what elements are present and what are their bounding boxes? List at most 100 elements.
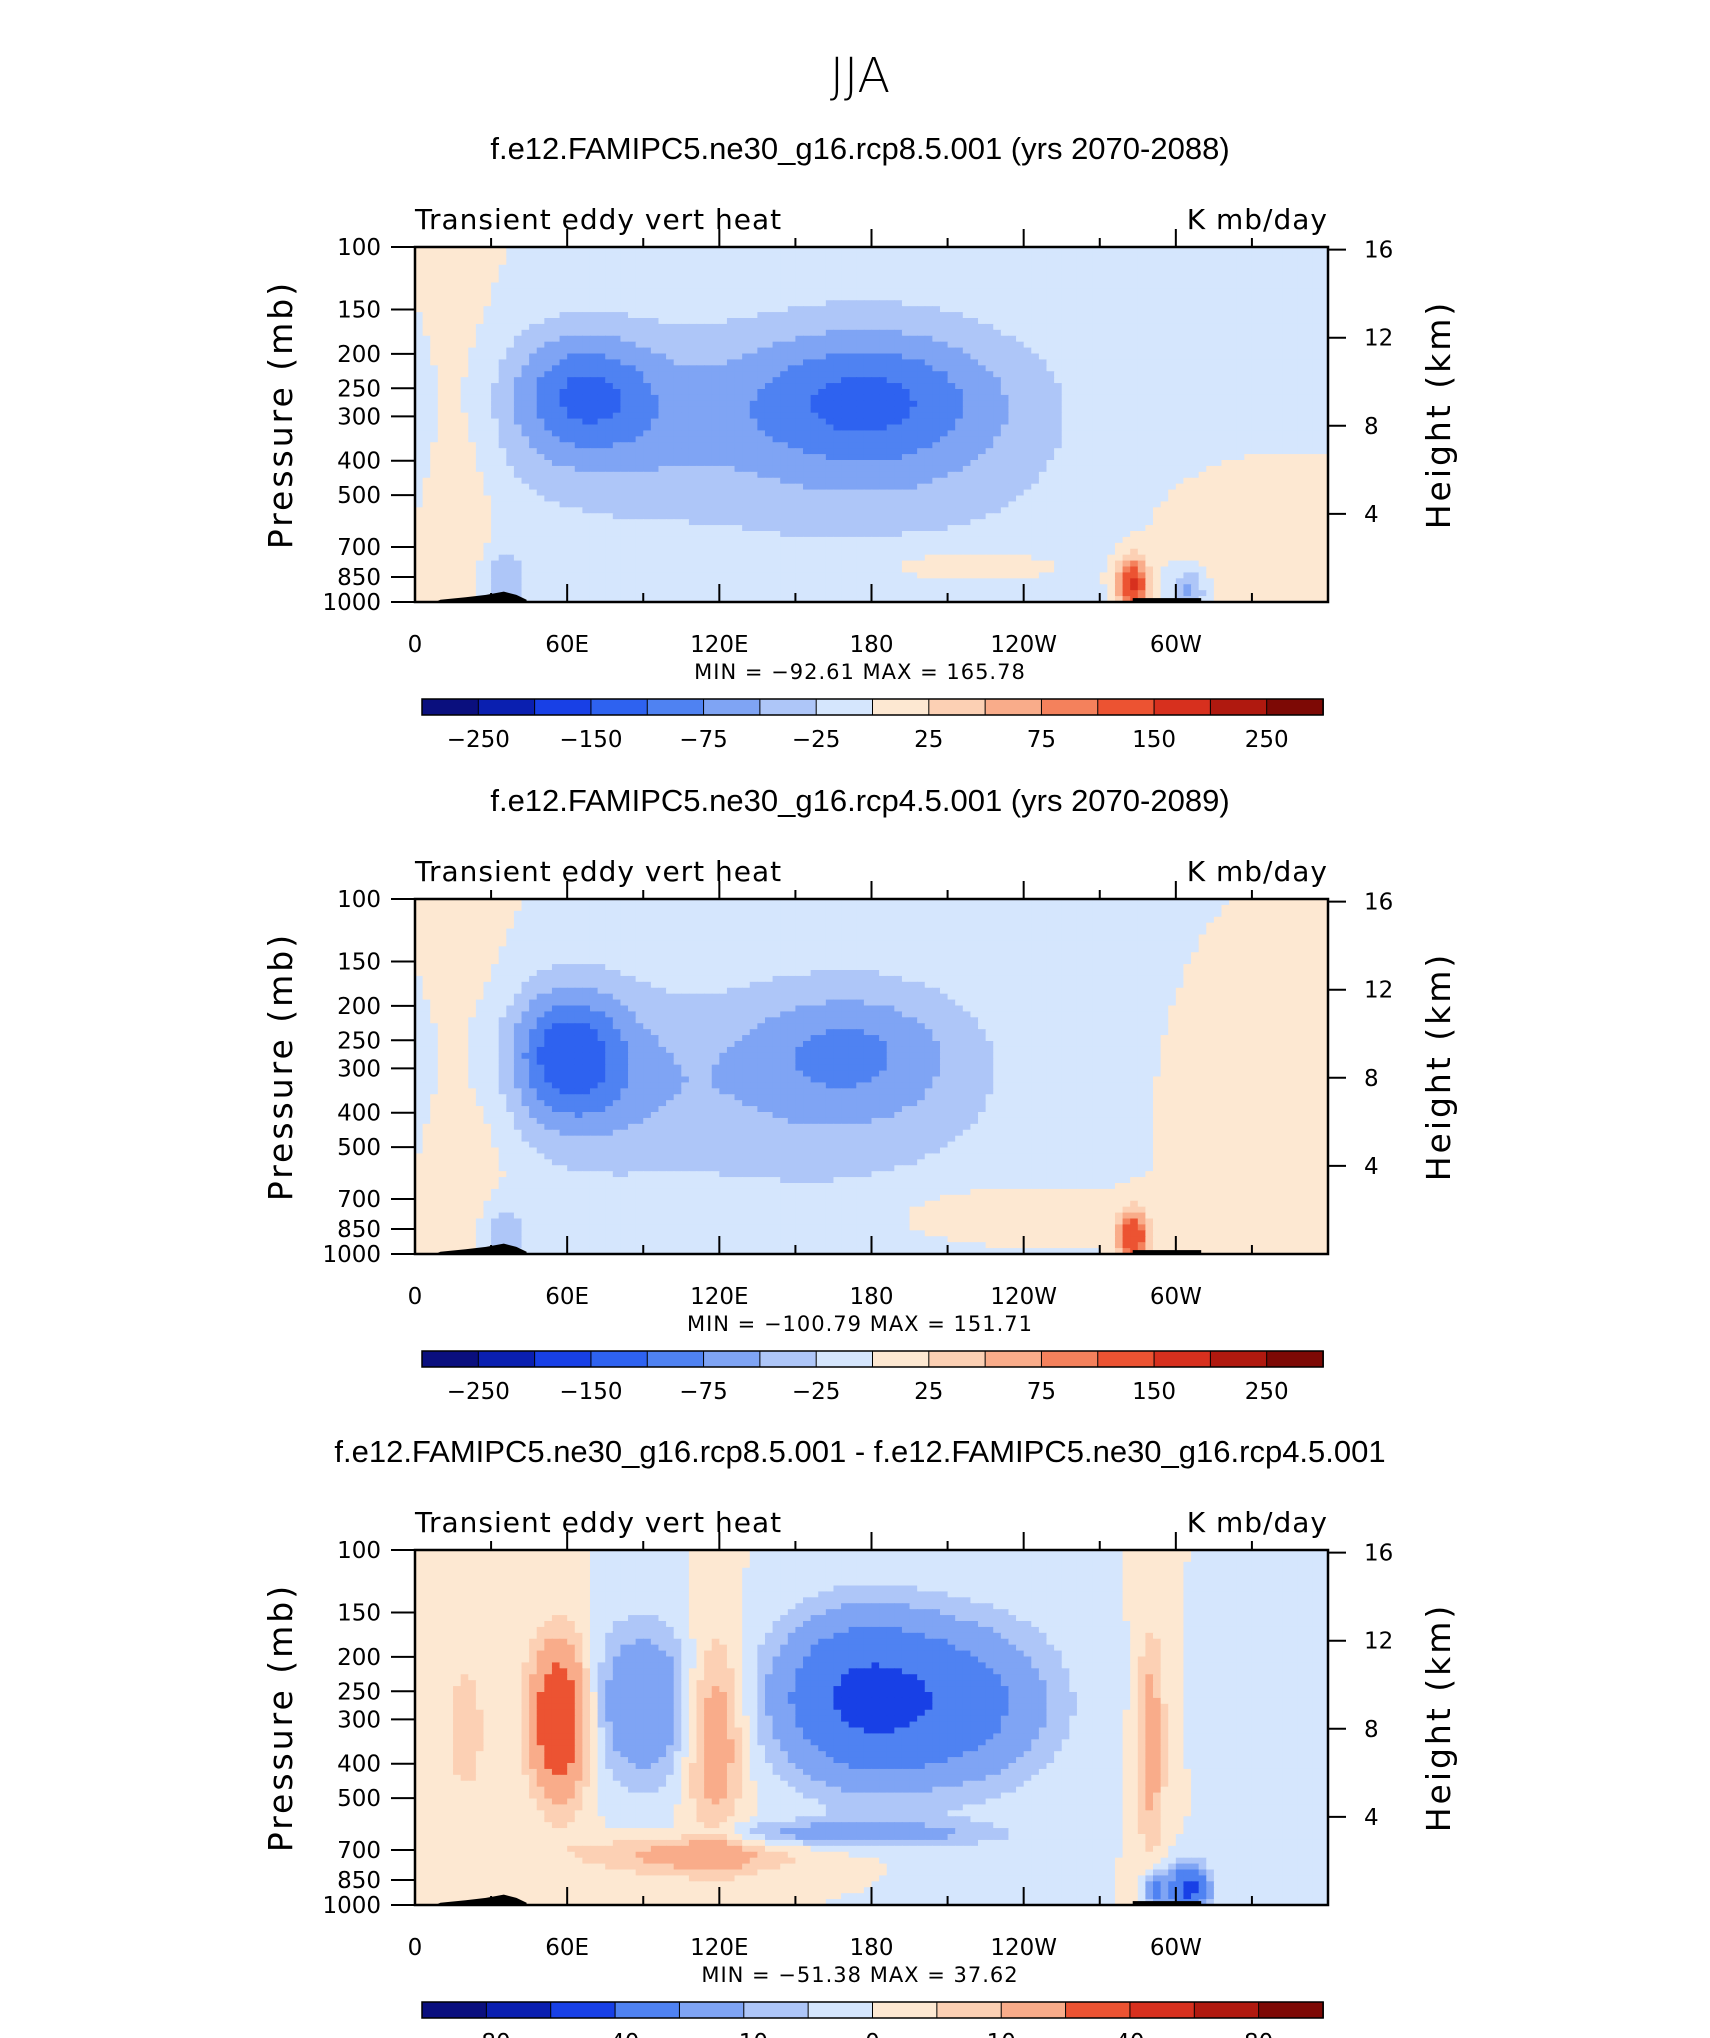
contour-cell: [1260, 371, 1268, 378]
contour-cell: [1206, 318, 1214, 325]
contour-cell: [1267, 383, 1275, 390]
contour-cell: [735, 419, 743, 426]
contour-cell: [658, 484, 666, 491]
contour-cell: [1062, 277, 1070, 284]
contour-cell: [856, 436, 864, 443]
contour-cell: [613, 265, 621, 272]
contour-cell: [1107, 354, 1115, 361]
contour-cell: [765, 324, 773, 331]
contour-cell: [430, 407, 438, 414]
contour-cell: [932, 460, 940, 467]
contour-cell: [491, 448, 499, 455]
contour-cell: [719, 294, 727, 301]
contour-cell: [1130, 383, 1138, 390]
contour-cell: [1054, 277, 1062, 284]
contour-cell: [1298, 460, 1306, 467]
contour-cell: [811, 413, 819, 420]
contour-cell: [445, 306, 453, 313]
contour-cell: [1062, 253, 1070, 260]
contour-cell: [1138, 454, 1146, 461]
contour-cell: [483, 460, 491, 467]
contour-cell: [993, 478, 1001, 485]
contour-cell: [1298, 294, 1306, 301]
contour-cell: [476, 478, 484, 485]
contour-cell: [658, 448, 666, 455]
contour-cell: [689, 342, 697, 349]
contour-cell: [491, 478, 499, 485]
contour-cell: [1252, 478, 1260, 485]
contour-cell: [681, 407, 689, 414]
contour-cell: [445, 466, 453, 473]
contour-cell: [811, 401, 819, 408]
contour-cell: [643, 425, 651, 432]
contour-cell: [1039, 288, 1047, 295]
contour-cell: [651, 342, 659, 349]
contour-cell: [818, 283, 826, 290]
contour-cell: [529, 265, 537, 272]
contour-cell: [970, 395, 978, 402]
contour-cell: [1168, 300, 1176, 307]
contour-cell: [955, 478, 963, 485]
contour-cell: [483, 466, 491, 473]
contour-cell: [491, 324, 499, 331]
contour-cell: [689, 472, 697, 479]
contour-cell: [856, 294, 864, 301]
contour-cell: [620, 448, 628, 455]
contour-cell: [1008, 484, 1016, 491]
contour-cell: [932, 442, 940, 449]
contour-cell: [423, 371, 431, 378]
contour-cell: [833, 413, 841, 420]
contour-cell: [879, 277, 887, 284]
contour-cell: [1130, 277, 1138, 284]
contour-cell: [1062, 359, 1070, 366]
contour-cell: [620, 277, 628, 284]
contour-cell: [1100, 478, 1108, 485]
contour-cell: [788, 283, 796, 290]
contour-cell: [765, 442, 773, 449]
contour-cell: [970, 448, 978, 455]
contour-cell: [544, 430, 552, 437]
contour-cell: [514, 413, 522, 420]
contour-cell: [560, 436, 568, 443]
contour-cell: [970, 342, 978, 349]
contour-cell: [514, 395, 522, 402]
contour-cell: [864, 407, 872, 414]
contour-cell: [932, 413, 940, 420]
contour-cell: [666, 466, 674, 473]
contour-cell: [552, 442, 560, 449]
contour-cell: [849, 342, 857, 349]
contour-cell: [879, 401, 887, 408]
contour-cell: [902, 389, 910, 396]
contour-cell: [1115, 430, 1123, 437]
contour-cell: [636, 389, 644, 396]
contour-cell: [872, 294, 880, 301]
contour-cell: [1221, 460, 1229, 467]
contour-cell: [993, 336, 1001, 343]
contour-cell: [552, 413, 560, 420]
contour-cell: [697, 407, 705, 414]
contour-cell: [986, 401, 994, 408]
contour-cell: [1062, 383, 1070, 390]
contour-cell: [864, 265, 872, 272]
contour-cell: [1244, 324, 1252, 331]
contour-cell: [628, 365, 636, 372]
contour-cell: [1100, 425, 1108, 432]
contour-cell: [841, 253, 849, 260]
contour-cell: [735, 490, 743, 497]
contour-cell: [1313, 448, 1321, 455]
contour-cell: [811, 306, 819, 313]
contour-cell: [1313, 324, 1321, 331]
contour-cell: [856, 407, 864, 414]
contour-cell: [803, 300, 811, 307]
contour-cell: [1191, 354, 1199, 361]
contour-cell: [582, 283, 590, 290]
contour-cell: [1138, 259, 1146, 266]
contour-cell: [993, 259, 1001, 266]
contour-cell: [735, 478, 743, 485]
contour-cell: [841, 312, 849, 319]
contour-cell: [666, 442, 674, 449]
contour-cell: [1176, 318, 1184, 325]
contour-cell: [963, 419, 971, 426]
contour-cell: [864, 306, 872, 313]
contour-cell: [537, 419, 545, 426]
